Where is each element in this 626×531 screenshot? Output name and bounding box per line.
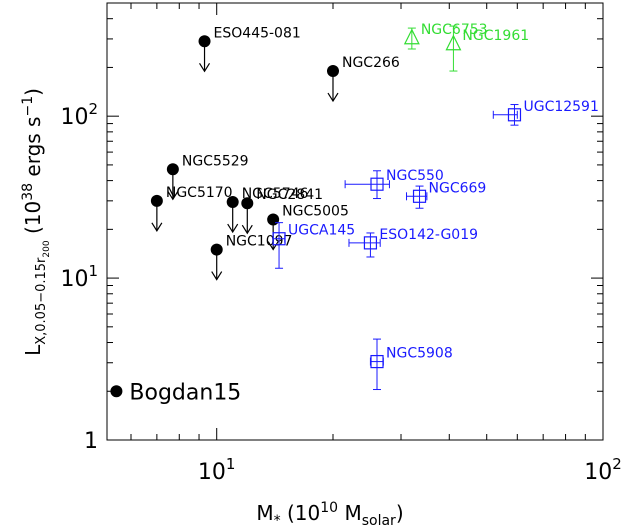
- point-ngc5908: NGC5908: [369, 338, 453, 391]
- upper-limit-arrow-head: [241, 224, 253, 235]
- point-marker: [445, 34, 462, 51]
- bogdan-label: Bogdan15: [129, 380, 241, 405]
- point-ngc266: NGC266: [326, 55, 400, 103]
- x-label-sup: 10: [320, 500, 338, 516]
- y-label-sup: 38: [20, 183, 36, 201]
- y-axis-label: LX,0.05−0.15r200 (1038 ergs s−1): [20, 88, 52, 356]
- point-ugc12591: UGC12591: [492, 99, 599, 126]
- point-label: NGC2841: [256, 187, 323, 203]
- point-label: NGC5005: [282, 204, 349, 220]
- point-label: UGC12591: [523, 99, 598, 115]
- upper-limit-arrow-head: [151, 222, 163, 232]
- point-marker: [363, 236, 378, 250]
- y-tick-label-exp: 1: [88, 262, 98, 280]
- x-tick-label: 102: [584, 455, 622, 485]
- point-marker: [507, 108, 522, 122]
- x-axis-label: M* (1010 Msolar): [256, 500, 403, 529]
- point-eso445-081: ESO445-081: [198, 25, 301, 73]
- y-tick-label-exp: 2: [88, 100, 98, 118]
- axis-ticks: [107, 2, 604, 441]
- point-ngc1961: NGC1961: [445, 25, 529, 72]
- point-ngc669: NGC669: [406, 180, 487, 209]
- point-ngc5170: NGC5170: [150, 185, 233, 232]
- point-ngc5529: NGC5529: [166, 153, 249, 201]
- y-label-sup2: −1: [20, 96, 36, 117]
- x-label-sub1: *: [274, 513, 281, 529]
- point-label: ESO445-081: [214, 25, 301, 41]
- point-marker: [412, 189, 427, 203]
- bogdan-marker: [110, 385, 123, 398]
- x-tick-label-base: 10: [584, 460, 612, 485]
- point-ngc5746: NGC5746: [226, 186, 309, 234]
- y-label-mid: (10: [21, 201, 45, 234]
- point-label: NGC5908: [386, 346, 453, 362]
- x-tick-label-exp: 1: [226, 455, 236, 473]
- point-label: NGC1097: [226, 234, 293, 250]
- y-tick-label: 1: [84, 429, 98, 454]
- y-label-sub: X,0.05−0.15r: [34, 257, 49, 345]
- point-label: NGC550: [386, 168, 444, 184]
- point-label: NGC5746: [242, 186, 309, 202]
- y-label-main: L: [21, 344, 45, 356]
- x-tick-label-exp: 2: [612, 455, 622, 473]
- point-label: ESO142-G019: [379, 227, 478, 243]
- upper-limit-arrow-head: [167, 190, 179, 201]
- point-ngc2841: NGC2841: [241, 187, 323, 235]
- point-marker: [403, 28, 420, 45]
- point-eso142-g019: ESO142-G019: [348, 227, 478, 258]
- x-label-mid: (10: [287, 501, 320, 525]
- point-marker: [272, 232, 286, 246]
- point-label: NGC266: [342, 55, 400, 71]
- y-label-subsub: 200: [42, 240, 52, 257]
- y-tick-label-base: 10: [60, 267, 88, 292]
- bogdan-legend: Bogdan15: [110, 380, 241, 405]
- x-label-main: M: [256, 501, 273, 525]
- point-label: NGC5529: [182, 153, 249, 169]
- point-ngc550: NGC550: [344, 168, 444, 200]
- x-label-unit: M: [344, 501, 361, 525]
- point-label: NGC5170: [166, 185, 233, 201]
- upper-limit-arrow-head: [199, 62, 211, 73]
- x-tick-label: 101: [198, 455, 236, 485]
- y-tick-label: 102: [60, 100, 98, 130]
- point-label: UGCA145: [288, 223, 355, 239]
- upper-limit-arrow-head: [327, 92, 339, 103]
- x-label-sub2: solar: [362, 513, 396, 529]
- x-tick-label-base: 10: [198, 460, 226, 485]
- upper-limit-arrow-head: [211, 271, 223, 281]
- point-label: NGC669: [429, 180, 487, 196]
- y-label-unit: ergs s: [21, 117, 45, 177]
- plot-frame: [106, 2, 604, 441]
- x-label-close: ): [396, 501, 404, 525]
- upper-limit-arrow-head: [227, 223, 239, 234]
- point-marker: [370, 354, 384, 369]
- y-label-close: ): [21, 88, 45, 96]
- point-marker: [370, 177, 384, 191]
- point-label: NGC1961: [462, 28, 529, 44]
- y-tick-label-base: 10: [60, 105, 88, 130]
- point-label: NGC6753: [421, 22, 488, 38]
- point-ugca145: UGCA145: [272, 222, 355, 269]
- point-ngc1097: NGC1097: [210, 234, 293, 281]
- point-ngc6753: NGC6753: [403, 22, 488, 50]
- y-tick-label: 101: [60, 262, 98, 292]
